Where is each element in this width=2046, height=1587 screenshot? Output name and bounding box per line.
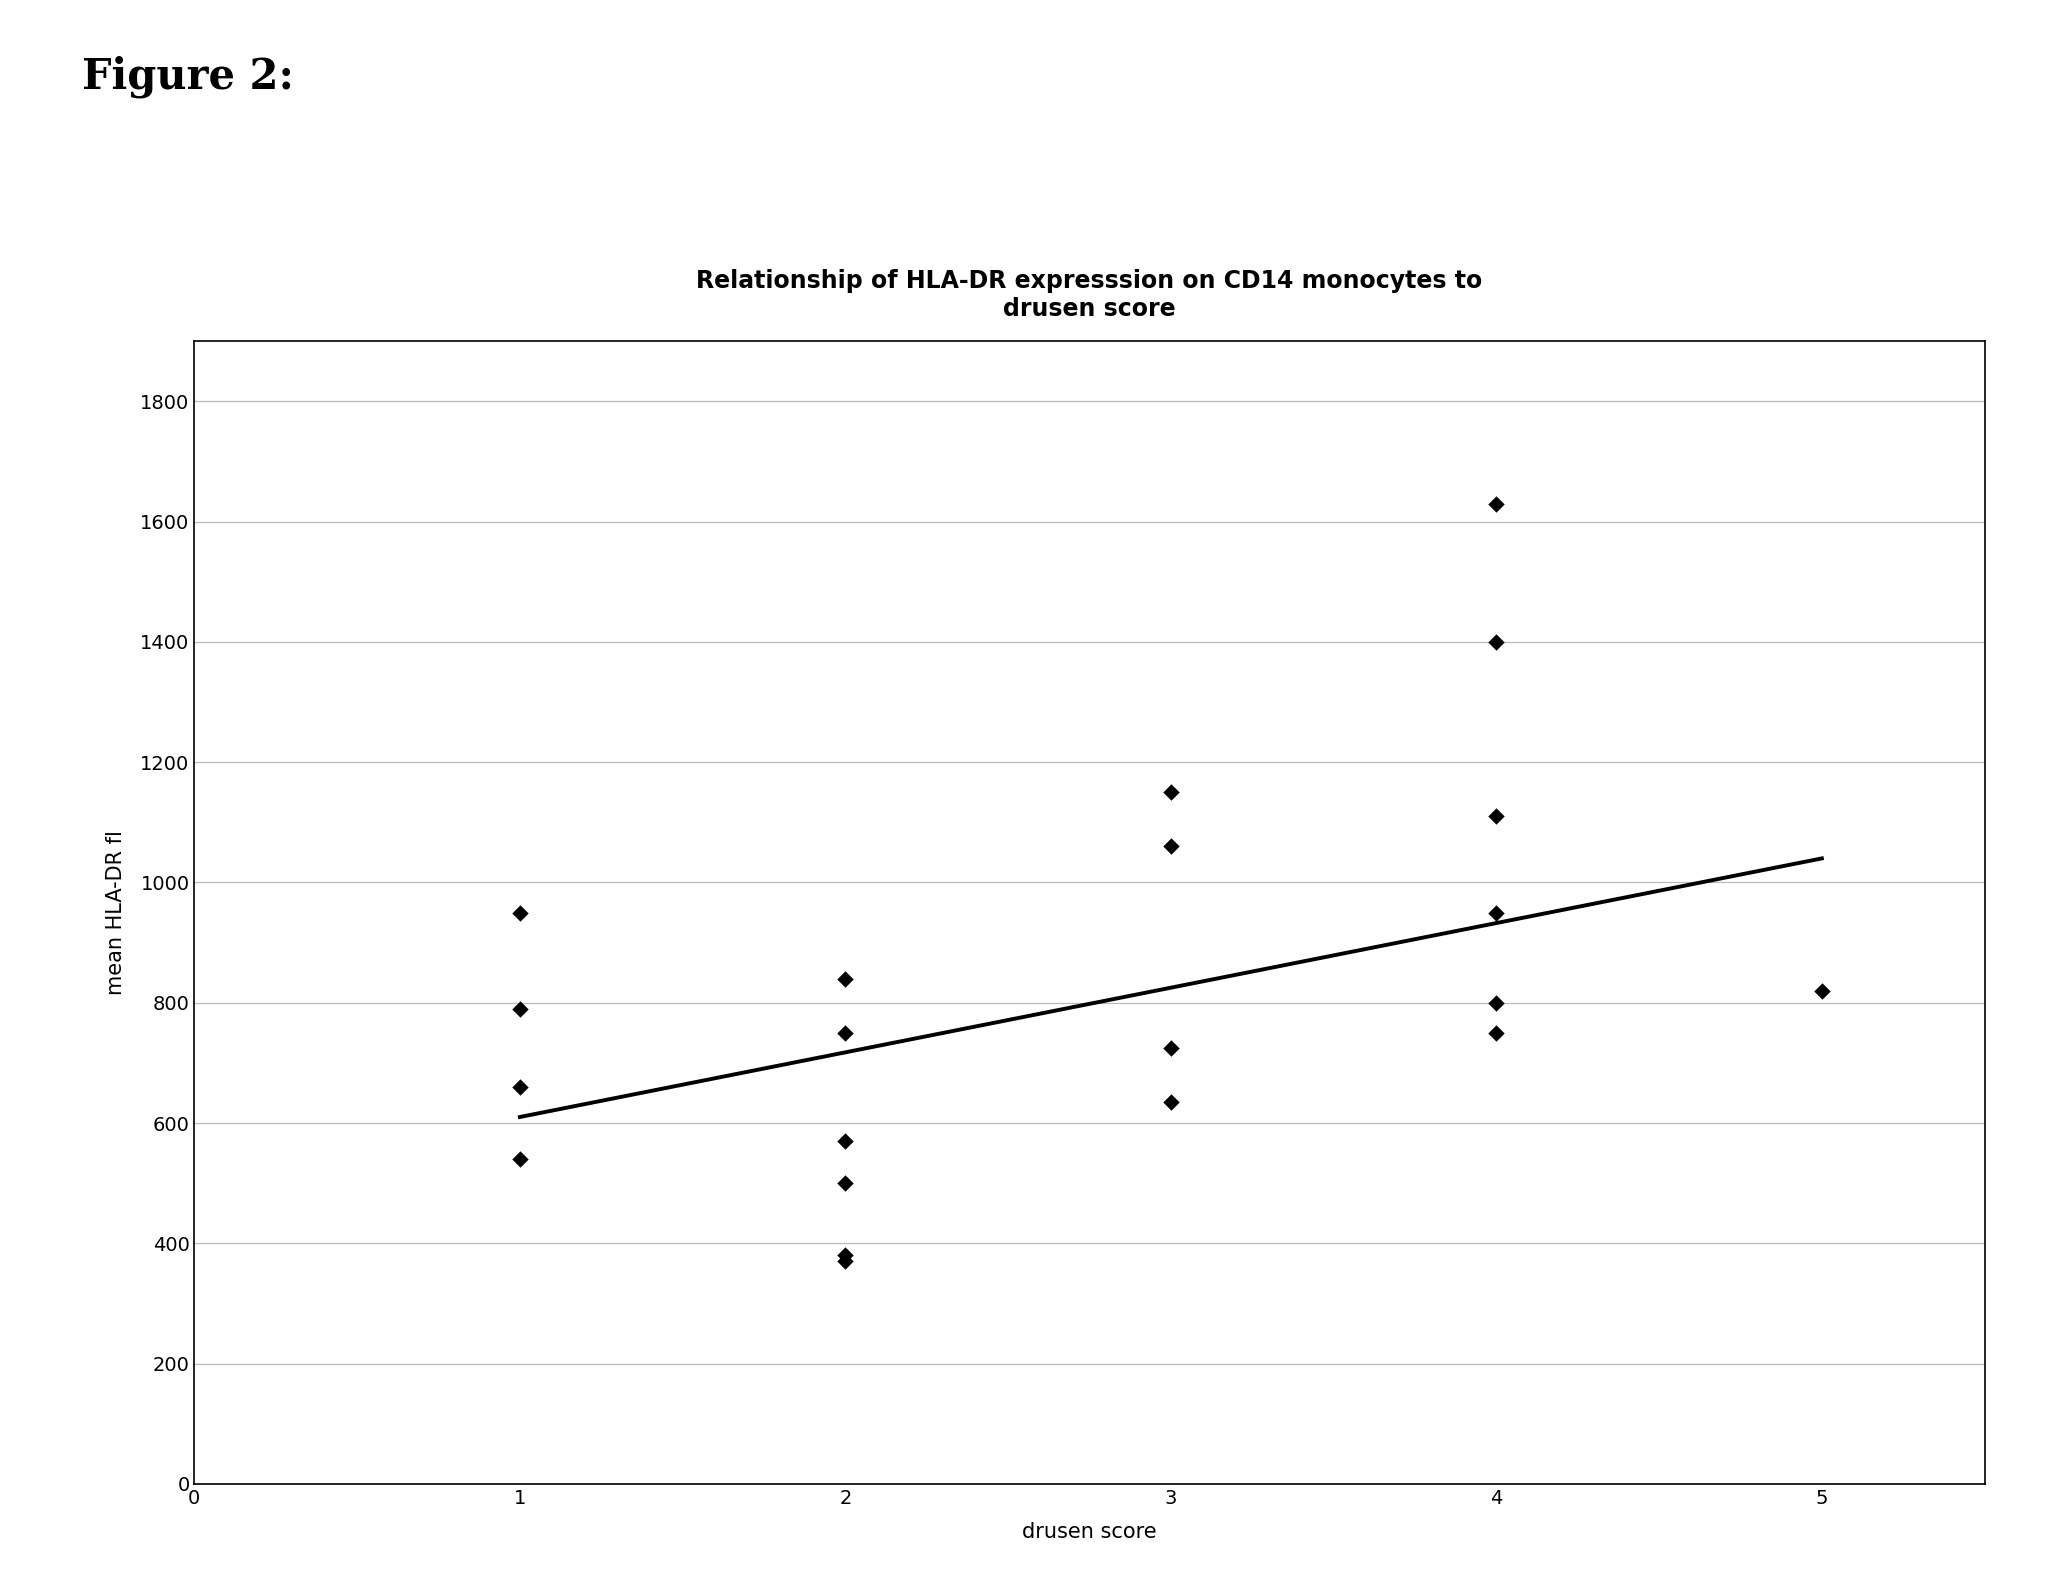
Point <box>829 1128 861 1154</box>
Point <box>829 966 861 992</box>
Point <box>1479 1020 1512 1046</box>
Point <box>1479 490 1512 516</box>
Point <box>1154 833 1187 859</box>
Point <box>1479 900 1512 925</box>
Point <box>1154 1089 1187 1114</box>
Point <box>829 1020 861 1046</box>
Point <box>503 1146 536 1171</box>
Point <box>1479 628 1512 654</box>
Y-axis label: mean HLA-DR fl: mean HLA-DR fl <box>106 830 127 995</box>
Point <box>1479 990 1512 1016</box>
Point <box>829 1243 861 1268</box>
X-axis label: drusen score: drusen score <box>1023 1522 1156 1541</box>
Point <box>1805 978 1837 1003</box>
Point <box>1154 1035 1187 1060</box>
Point <box>1154 779 1187 805</box>
Point <box>503 1074 536 1100</box>
Point <box>503 997 536 1022</box>
Point <box>829 1171 861 1197</box>
Point <box>829 1249 861 1274</box>
Point <box>503 900 536 925</box>
Title: Relationship of HLA-DR expresssion on CD14 monocytes to
drusen score: Relationship of HLA-DR expresssion on CD… <box>696 270 1483 321</box>
Text: Figure 2:: Figure 2: <box>82 56 295 98</box>
Point <box>1479 803 1512 828</box>
